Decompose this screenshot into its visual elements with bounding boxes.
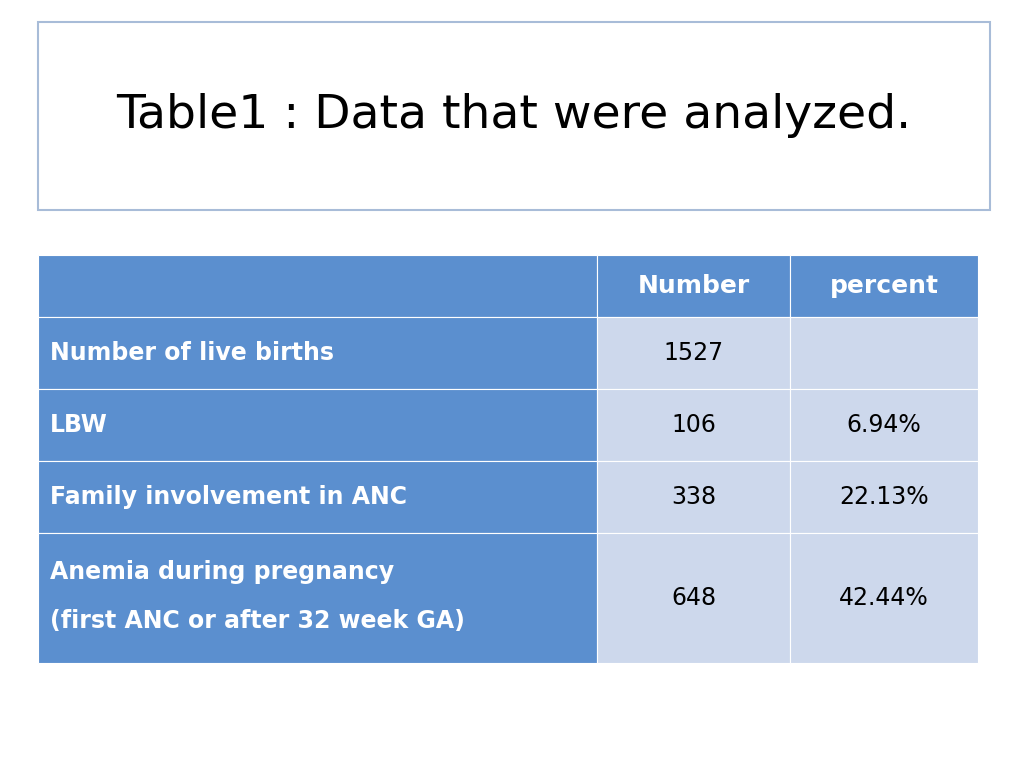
FancyBboxPatch shape xyxy=(790,461,978,533)
Text: Anemia during pregnancy: Anemia during pregnancy xyxy=(50,560,394,584)
Text: LBW: LBW xyxy=(50,413,108,437)
FancyBboxPatch shape xyxy=(38,255,597,317)
Text: Family involvement in ANC: Family involvement in ANC xyxy=(50,485,407,509)
FancyBboxPatch shape xyxy=(790,533,978,663)
FancyBboxPatch shape xyxy=(790,255,978,317)
FancyBboxPatch shape xyxy=(38,389,597,461)
Text: 648: 648 xyxy=(671,586,716,610)
FancyBboxPatch shape xyxy=(597,389,790,461)
Text: 6.94%: 6.94% xyxy=(847,413,922,437)
Text: Table1 : Data that were analyzed.: Table1 : Data that were analyzed. xyxy=(117,94,911,138)
FancyBboxPatch shape xyxy=(38,533,597,663)
Text: Number of live births: Number of live births xyxy=(50,341,334,365)
FancyBboxPatch shape xyxy=(597,533,790,663)
FancyBboxPatch shape xyxy=(790,317,978,389)
FancyBboxPatch shape xyxy=(38,22,990,210)
FancyBboxPatch shape xyxy=(597,255,790,317)
Text: (first ANC or after 32 week GA): (first ANC or after 32 week GA) xyxy=(50,609,465,634)
FancyBboxPatch shape xyxy=(38,317,597,389)
Text: 22.13%: 22.13% xyxy=(840,485,929,509)
Text: 42.44%: 42.44% xyxy=(839,586,929,610)
FancyBboxPatch shape xyxy=(38,461,597,533)
Text: Number: Number xyxy=(638,274,750,298)
Text: 106: 106 xyxy=(671,413,716,437)
Text: percent: percent xyxy=(829,274,939,298)
Text: 338: 338 xyxy=(671,485,716,509)
Text: 1527: 1527 xyxy=(664,341,724,365)
FancyBboxPatch shape xyxy=(597,461,790,533)
FancyBboxPatch shape xyxy=(790,389,978,461)
FancyBboxPatch shape xyxy=(597,317,790,389)
